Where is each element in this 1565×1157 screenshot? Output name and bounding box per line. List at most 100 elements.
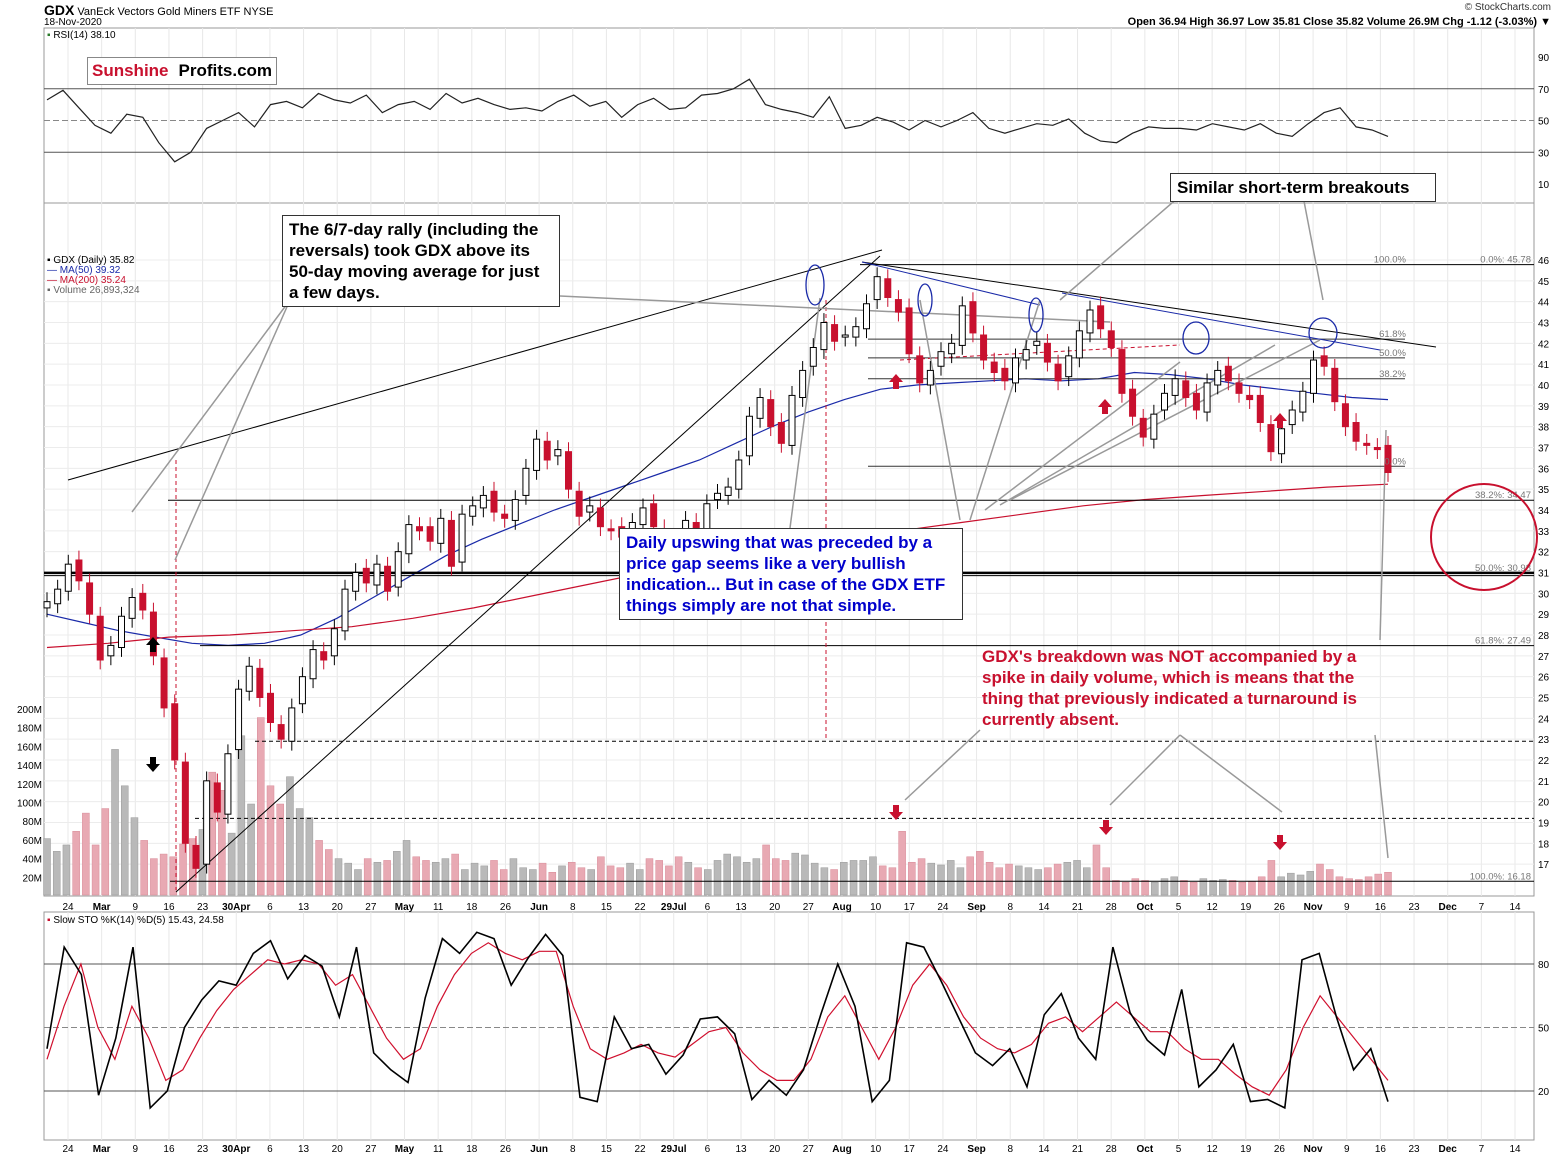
- volume-bar: [723, 853, 731, 896]
- x-tick-label: Nov: [1304, 902, 1323, 913]
- candle-body: [1118, 349, 1126, 394]
- candle-body: [181, 761, 189, 844]
- volume-bar: [927, 862, 936, 896]
- candle-body: [1246, 394, 1254, 401]
- x-tick-label: 19: [1240, 902, 1252, 913]
- exchange: NYSE: [243, 6, 274, 18]
- volume-bar: [509, 858, 518, 896]
- sto-x-tick-label: 14: [1509, 1144, 1521, 1155]
- chart-title: GDX VanEck Vectors Gold Miners ETF NYSE: [44, 2, 273, 18]
- candle-body: [426, 526, 434, 542]
- candle-body: [980, 334, 988, 361]
- candle-body: [1012, 357, 1019, 384]
- price-tick-label: 26: [1538, 673, 1550, 684]
- sto-tick-label: 20: [1538, 1087, 1550, 1098]
- volume-bar: [1228, 880, 1237, 896]
- x-tick-label: 24: [937, 902, 949, 913]
- sto-x-tick-label: 23: [1408, 1144, 1420, 1155]
- volume-tick-label: 20M: [23, 873, 42, 884]
- volume-bar: [810, 862, 819, 896]
- volume-bar: [159, 853, 168, 896]
- sto-x-tick-label: Oct: [1137, 1144, 1154, 1155]
- volume-bar: [665, 865, 673, 896]
- x-tick-label: 26: [500, 902, 512, 913]
- candle-body: [288, 707, 296, 742]
- trendline-blue-2: [861, 261, 1041, 306]
- volume-bar: [451, 853, 459, 896]
- candle-body: [852, 326, 860, 338]
- candle-body: [405, 524, 413, 555]
- volume-bar: [1209, 880, 1217, 896]
- volume-tick-label: 80M: [23, 817, 42, 828]
- candle-body: [863, 303, 870, 330]
- rsi-line: [46, 78, 1389, 163]
- rsi-tick-label: 70: [1538, 85, 1550, 96]
- arrow-up-icon: [1273, 413, 1287, 428]
- candle-body: [777, 422, 785, 444]
- volume-bar: [91, 844, 100, 896]
- candle-body: [277, 724, 285, 740]
- volume-bar: [1034, 869, 1042, 896]
- volume-bar: [1306, 871, 1315, 896]
- candle-body: [745, 415, 753, 457]
- gdx-legend-text: GDX (Daily) 35.82: [53, 255, 135, 266]
- candle-body: [767, 399, 775, 428]
- volume-bar: [325, 849, 333, 896]
- x-tick-label: 8: [1007, 902, 1013, 913]
- x-tick-label: 15: [601, 902, 613, 913]
- candle-body: [1043, 342, 1051, 363]
- copyright: © StockCharts.com: [1464, 2, 1551, 13]
- candle-body: [1363, 442, 1371, 446]
- candle-body: [639, 507, 647, 526]
- volume-bar: [558, 865, 566, 896]
- price-tick-label: 32: [1538, 548, 1550, 559]
- x-tick-label: 17: [904, 902, 916, 913]
- price-tick-label: 40: [1538, 381, 1550, 392]
- price-tick-label: 23: [1538, 735, 1550, 746]
- x-tick-label: 23: [1408, 902, 1420, 913]
- candle-body: [416, 526, 423, 532]
- price-tick-label: 35: [1538, 485, 1550, 496]
- volume-bar: [529, 869, 537, 896]
- volume-bar: [762, 844, 770, 896]
- candle-body: [192, 844, 200, 869]
- volume-bar: [567, 861, 576, 896]
- x-tick-label: 22: [635, 902, 647, 913]
- volume-tick-label: 140M: [17, 761, 42, 772]
- volume-bar: [849, 860, 858, 896]
- volume-bar: [1063, 861, 1072, 896]
- candle-body: [1214, 369, 1222, 386]
- price-tick-label: 31: [1538, 569, 1550, 580]
- volume-bar: [733, 856, 741, 896]
- volume-bar: [1325, 869, 1334, 896]
- volume-bar: [1335, 876, 1344, 896]
- volume-bar: [247, 803, 255, 896]
- x-tick-label: 13: [298, 902, 310, 913]
- volume-bar: [976, 851, 984, 896]
- candle-body: [362, 567, 370, 584]
- candle-body: [171, 703, 179, 761]
- price-tick-label: 18: [1538, 839, 1550, 850]
- volume-bar: [917, 858, 926, 896]
- volume-tick-label: 200M: [17, 705, 42, 716]
- sto-x-tick-label: 18: [466, 1144, 478, 1155]
- volume-bar: [1238, 882, 1246, 896]
- volume-bar: [218, 790, 226, 896]
- x-tick-label: 26: [1274, 902, 1286, 913]
- candle-body: [479, 494, 487, 509]
- sto-x-tick-label: 23: [197, 1144, 209, 1155]
- candle-body: [267, 692, 274, 723]
- volume-bar: [937, 864, 945, 896]
- candle-body: [799, 369, 807, 398]
- candle-body: [149, 611, 157, 657]
- highlight-ellipse: [1308, 317, 1338, 349]
- annotation-upswing: Daily upswing that was preceded by a pri…: [619, 528, 963, 620]
- candle-body: [341, 588, 349, 632]
- volume-bar: [120, 785, 129, 896]
- price-tick-label: 41: [1538, 360, 1550, 371]
- volume-bar: [470, 862, 479, 896]
- price-tick-label: 19: [1538, 819, 1550, 830]
- candle-body: [1054, 363, 1062, 382]
- candle-body: [224, 753, 232, 815]
- volume-bar: [645, 858, 654, 896]
